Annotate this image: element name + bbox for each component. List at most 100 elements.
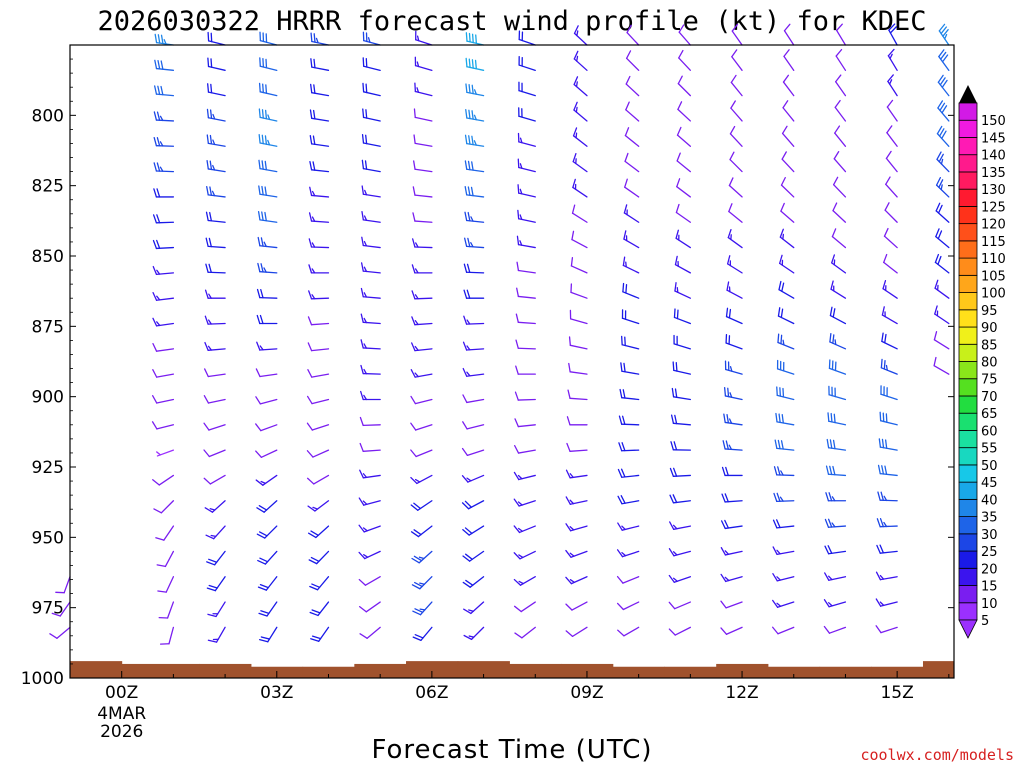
barb-flag <box>152 342 158 352</box>
wind-barb <box>668 601 692 610</box>
barb-flag <box>626 24 632 34</box>
barb-flag <box>154 33 158 44</box>
wind-barb <box>258 601 278 617</box>
ground-segment <box>302 666 355 678</box>
barb-flag <box>720 600 727 609</box>
ground-segment <box>199 663 252 678</box>
y-tick-label: 875 <box>32 317 64 337</box>
barb-staff <box>933 339 950 350</box>
wind-barb <box>514 444 536 454</box>
barb-flag <box>312 506 319 510</box>
barb-flag <box>468 609 474 612</box>
barb-staff <box>624 134 640 147</box>
barb-staff <box>414 220 433 223</box>
barb-flag <box>832 308 836 318</box>
colorbar-label: 80 <box>981 356 998 371</box>
barb-flag <box>410 476 418 485</box>
wind-barb <box>361 236 381 249</box>
barb-flag <box>833 413 836 424</box>
barb-flag <box>828 492 833 502</box>
barb-flag <box>468 58 471 69</box>
wind-barb <box>153 136 175 147</box>
barb-flag <box>259 583 269 589</box>
wind-barb <box>773 466 795 477</box>
barb-flag <box>941 130 947 140</box>
wind-barb <box>572 127 588 147</box>
barb-flag <box>471 59 474 69</box>
barb-staff <box>310 322 330 326</box>
colorbar-label: 110 <box>981 252 1006 267</box>
wind-barb <box>153 500 175 514</box>
barb-flag <box>777 466 781 476</box>
wind-barb <box>207 57 226 71</box>
wind-barb <box>881 332 898 350</box>
barb-flag <box>203 422 210 431</box>
barb-flag <box>468 84 471 94</box>
wind-barb <box>306 449 330 458</box>
barb-flag <box>571 230 575 241</box>
wind-barb <box>775 412 795 426</box>
barb-flag <box>568 336 571 346</box>
barb-staff <box>569 344 588 350</box>
barb-flag <box>836 23 843 32</box>
barb-flag <box>361 185 365 195</box>
barb-flag <box>255 396 262 405</box>
wind-barb <box>256 341 278 351</box>
wind-barb <box>361 185 381 198</box>
barb-staff <box>414 142 433 147</box>
barb-flag <box>471 33 474 44</box>
barb-flag <box>359 416 364 427</box>
barb-flag <box>307 505 316 512</box>
barb-flag <box>623 230 627 240</box>
barb-flag <box>256 533 266 539</box>
barb-flag <box>569 579 576 583</box>
wind-barb <box>624 178 640 198</box>
wind-barb <box>207 601 226 618</box>
barb-flag <box>471 84 474 95</box>
wind-barb <box>571 230 588 249</box>
barb-flag <box>884 465 888 475</box>
barb-staff <box>517 424 536 428</box>
plot-frame <box>69 44 955 679</box>
wind-barb <box>204 500 226 513</box>
barb-flag <box>780 202 785 212</box>
barb-flag <box>414 294 419 300</box>
barb-flag <box>940 51 947 60</box>
barb-flag <box>204 507 214 513</box>
barb-flag <box>312 109 316 120</box>
barb-flag <box>256 507 265 513</box>
wind-barb <box>725 334 743 350</box>
wind-barb <box>462 341 485 351</box>
barb-flag <box>726 281 730 291</box>
wind-barb <box>410 500 433 511</box>
barb-staff <box>570 291 588 299</box>
barb-flag <box>419 582 426 585</box>
barb-flag <box>824 518 830 528</box>
barb-flag <box>878 438 882 448</box>
barb-flag <box>255 450 263 458</box>
barb-flag <box>209 186 213 196</box>
wind-barb <box>723 386 743 401</box>
barb-flag <box>517 474 523 480</box>
barb-flag <box>776 519 781 529</box>
barb-staff <box>517 449 536 454</box>
barb-flag <box>259 345 264 351</box>
barb-flag <box>938 23 946 32</box>
wind-barb <box>515 313 536 325</box>
barb-flag <box>676 287 679 294</box>
barb-flag <box>462 394 468 404</box>
barb-flag <box>831 228 837 238</box>
barb-staff <box>517 398 536 401</box>
barb-flag <box>881 306 885 316</box>
wind-barb <box>677 101 692 122</box>
barb-flag <box>576 30 579 37</box>
wind-barb <box>257 262 278 274</box>
barb-flag <box>315 37 319 44</box>
barb-flag <box>464 527 473 535</box>
barb-flag <box>360 364 364 375</box>
barb-flag <box>205 534 215 540</box>
barb-flag <box>308 238 313 248</box>
barb-flag <box>776 576 782 581</box>
barb-staff <box>731 56 743 71</box>
barb-flag <box>623 362 626 373</box>
